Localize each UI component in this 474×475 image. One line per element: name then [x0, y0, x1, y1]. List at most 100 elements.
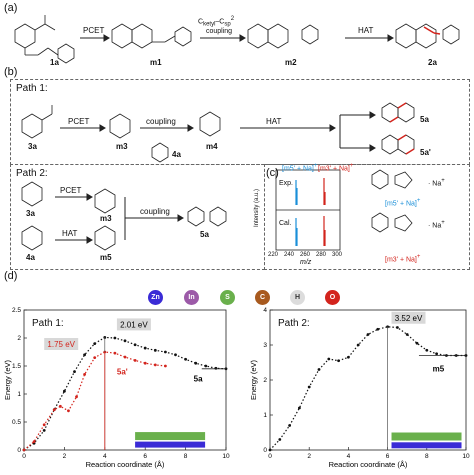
data-point [75, 395, 78, 399]
data-point [73, 370, 76, 373]
data-point [42, 423, 46, 427]
data-point [184, 357, 188, 361]
y-tick-label: 2 [17, 335, 21, 342]
data-point [42, 429, 46, 432]
y-tick-label: 3 [263, 342, 267, 349]
path1-hat: HAT [266, 117, 282, 126]
data-point [153, 363, 157, 367]
slab-layer-zn [391, 442, 462, 449]
atom-s: S [220, 290, 235, 305]
x-tick-label: 4 [103, 453, 107, 460]
slab-layer-zn [135, 441, 206, 448]
data-point [174, 353, 177, 357]
data-point [435, 352, 438, 356]
path2-pcet: PCET [60, 186, 82, 195]
x-tick-label: 6 [143, 453, 147, 460]
y-tick-label: 2 [263, 377, 267, 384]
compound-1a: 1a [50, 58, 59, 67]
path2-title: Path 2: [16, 168, 48, 179]
data-point [317, 368, 321, 371]
data-point [133, 343, 137, 347]
data-point [396, 326, 399, 329]
x-tick-label: 2 [63, 453, 67, 460]
y-tick-label: 4 [263, 307, 267, 314]
spectrum-xtick-220: 220 [268, 252, 279, 258]
panel-d-label: (d) [4, 270, 18, 282]
path1-pcet: PCET [68, 117, 90, 126]
path1-3a: 3a [28, 142, 37, 151]
compound-m2: m2 [285, 58, 297, 67]
atom-zn: Zn [148, 290, 163, 305]
data-point [93, 342, 97, 345]
x-tick-label: 6 [386, 453, 390, 460]
x-tick-label: 8 [184, 453, 188, 460]
arrow-coupling-a: Cketyl–Csp2 coupling [198, 16, 235, 35]
y-tick-label: 2.5 [12, 307, 21, 314]
panel-a-label: (a) [4, 2, 18, 14]
x-tick-label: 2 [307, 453, 311, 460]
path2-m5: m5 [100, 253, 112, 262]
path1-4a: 4a [172, 150, 181, 159]
data-point [93, 356, 97, 359]
row-cal: Cal. [279, 220, 292, 227]
data-point [143, 361, 147, 365]
data-point [288, 424, 291, 427]
y-tick-label: 0 [263, 447, 267, 454]
y-axis-label: Energy (eV) [249, 359, 258, 400]
data-point [425, 348, 429, 352]
data-point [143, 346, 147, 350]
y-tick-label: 1 [263, 412, 267, 419]
panel-c-box [264, 164, 470, 270]
data-point [52, 408, 56, 412]
annotation-5a: 5a [194, 375, 203, 384]
annotation-m5: m5 [433, 364, 445, 373]
x-axis-label: Reaction coordinate (Å) [86, 460, 165, 469]
path2-coupling: coupling [140, 207, 170, 216]
legend-m3: [m3' + Na]+ [318, 163, 354, 173]
data-point [83, 373, 86, 376]
series-line-0 [269, 326, 466, 451]
x-tick-label: 10 [462, 453, 470, 460]
x-tick-label: 4 [347, 453, 351, 460]
path2-5a: 5a [200, 230, 209, 239]
path2-m3: m3 [100, 214, 112, 223]
x-tick-label: 8 [425, 453, 429, 460]
panel-c-label: (c) [266, 167, 279, 179]
x-tick-label: 0 [22, 453, 26, 460]
atom-c: C [255, 290, 270, 305]
plot-frame [23, 309, 227, 451]
data-point [327, 357, 331, 361]
data-point [153, 348, 157, 352]
data-point [268, 448, 272, 452]
atom-h: H [290, 290, 305, 305]
atom-in: In [184, 290, 199, 305]
path2-3a: 3a [26, 209, 35, 218]
path1-m3: m3 [116, 142, 128, 151]
struct1-label: [m5' + Na]+ [385, 198, 421, 208]
annotation-bg-1-75 [44, 338, 79, 350]
arrow-hat-a: HAT [358, 26, 374, 35]
data-point [123, 339, 127, 343]
path2-hat: HAT [62, 229, 78, 238]
x-axis-label: Reaction coordinate (Å) [329, 460, 408, 469]
data-point [298, 406, 301, 410]
arrow-pcet-a: PCET [83, 26, 105, 35]
data-point [405, 333, 409, 336]
atom-o: O [325, 290, 340, 305]
legend-m5: [m5' + Na]+ [282, 163, 318, 173]
plot-frame [269, 309, 467, 451]
y-tick-label: 1 [17, 391, 21, 398]
path2-4a: 4a [26, 253, 35, 262]
x-tick-label: 0 [268, 453, 272, 460]
data-point [113, 351, 117, 355]
spectrum-xtick-260: 260 [300, 252, 311, 258]
spectrum-xtick-280: 280 [316, 252, 327, 258]
data-point [113, 336, 117, 340]
annotation-5a-prime: 5a' [117, 367, 128, 376]
row-exp: Exp. [279, 180, 294, 187]
data-point [83, 353, 86, 357]
data-point [415, 341, 419, 345]
data-point [123, 355, 127, 359]
